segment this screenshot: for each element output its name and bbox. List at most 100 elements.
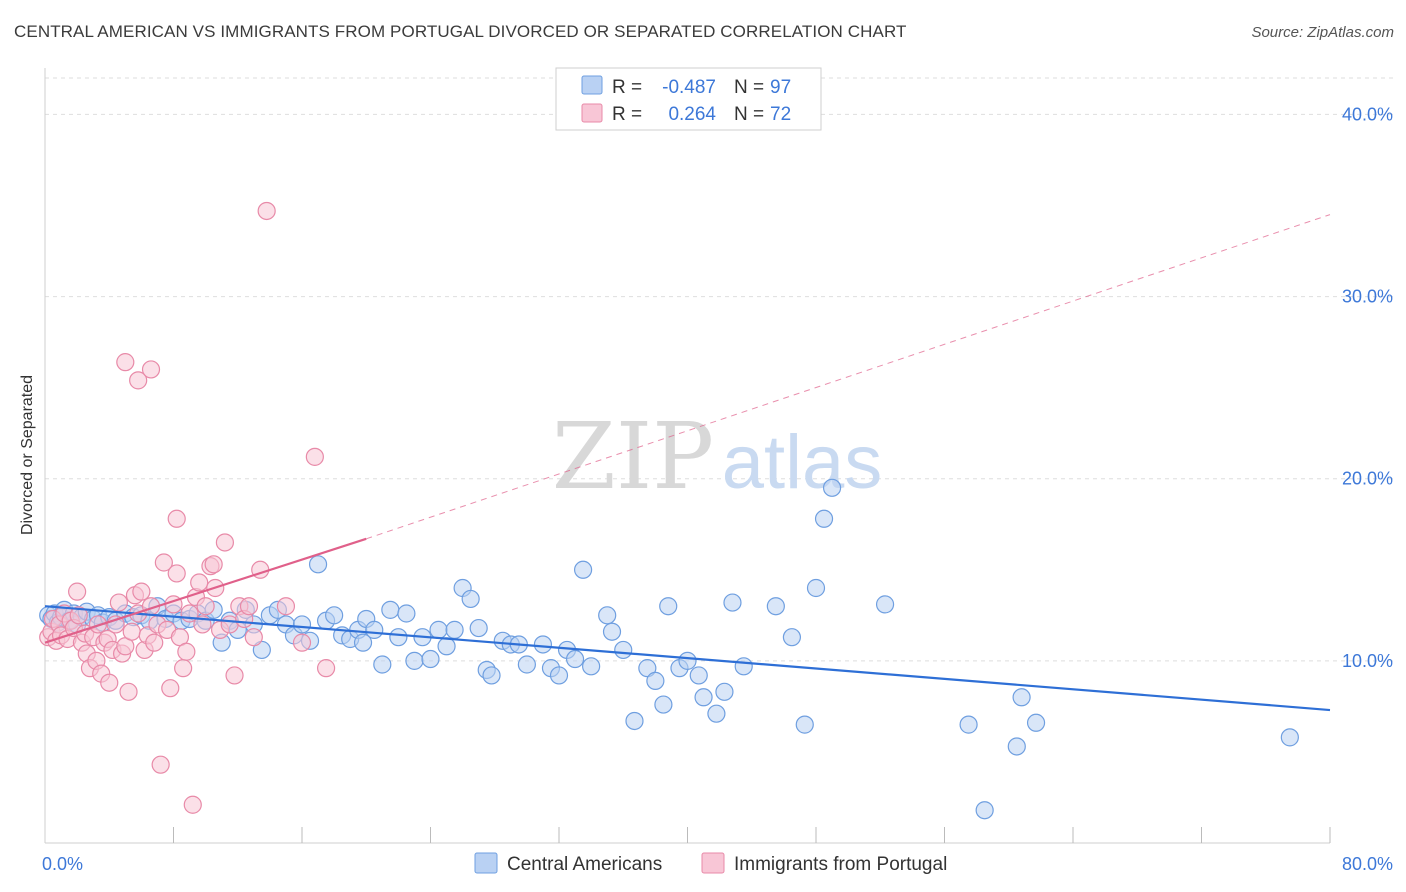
series-legend-label-portugal: Immigrants from Portugal [734,854,947,875]
point-central-americans [405,651,424,670]
point-portugal [119,682,138,701]
stats-r-value-blue: -0.487 [662,77,716,98]
point-central-americans [959,715,978,734]
point-portugal [196,597,215,616]
point-central-americans [602,622,622,641]
point-portugal [177,642,196,661]
watermark-atlas: atlas [722,420,883,505]
point-central-americans [734,657,753,676]
point-portugal [183,795,202,814]
point-portugal [204,555,223,574]
y-tick-label: 10.0% [1342,651,1393,671]
point-portugal [244,628,263,647]
point-portugal [122,622,141,641]
point-portugal [292,633,312,652]
stats-r-label-pink: R = [612,104,642,125]
point-central-americans [766,597,785,616]
series-legend: Central Americans Immigrants from Portug… [474,852,947,875]
point-central-americans [429,620,448,639]
point-central-americans [678,651,697,670]
point-central-americans [469,618,488,638]
point-portugal [69,606,88,625]
x-tick-label-max: 80.0% [1342,854,1393,874]
point-central-americans [325,606,344,625]
point-central-americans [1012,688,1031,707]
point-portugal [116,353,135,372]
point-portugal [316,659,336,678]
legend-swatch-pink [581,103,603,123]
y-tick-label: 20.0% [1342,469,1393,489]
point-central-americans [875,595,895,614]
point-central-americans [381,600,400,619]
point-central-americans [723,593,742,612]
point-portugal [109,593,128,612]
point-central-americans [573,560,593,579]
point-central-americans [707,704,726,723]
trend-lines [44,214,1331,712]
point-portugal [154,553,173,572]
series-legend-label-central-americans: Central Americans [507,854,662,875]
point-portugal [100,673,119,692]
point-central-americans [659,597,678,616]
point-central-americans [549,666,569,685]
stats-n-label-pink: N = [734,104,764,125]
grid-lines [45,77,1395,662]
series-legend-swatch-central-americans [474,852,498,874]
point-central-americans [582,657,601,676]
watermark-zip: ZIP [552,403,714,510]
point-portugal [225,666,244,685]
y-tick-label: 30.0% [1342,287,1393,307]
point-portugal [239,597,259,616]
point-portugal [190,573,209,592]
point-central-americans [625,711,644,731]
tick-labels: 10.0% 20.0% 30.0% 40.0% 0.0% 80.0% [42,104,1393,874]
point-portugal [129,371,148,390]
y-tick-label: 40.0% [1342,104,1393,124]
stats-legend: R = -0.487 N = 97 R = 0.264 N = 72 [555,67,822,131]
point-central-americans [614,640,633,660]
point-central-americans [308,555,328,574]
point-central-americans [389,628,408,647]
stats-n-label-blue: N = [734,77,764,98]
point-central-americans [814,509,834,528]
series-legend-swatch-portugal [701,852,725,874]
point-portugal [167,509,186,528]
point-central-americans [646,671,665,690]
stats-n-value-blue: 97 [770,77,791,98]
point-central-americans [482,666,501,685]
trend-line-portugal [44,537,367,644]
point-portugal [305,447,324,466]
point-central-americans [715,682,734,701]
point-central-americans [565,649,585,669]
point-central-americans [689,666,708,685]
point-central-americans [421,649,440,669]
source-credit: Source: ZipAtlas.com [1251,24,1394,41]
point-portugal [174,659,193,678]
point-portugal [151,755,170,774]
trend-line-central-americans [44,605,1331,712]
legend-swatch-blue [581,75,603,95]
stats-n-value-pink: 72 [770,104,791,125]
point-portugal [68,582,87,601]
point-central-americans [1007,737,1026,756]
point-portugal [167,564,186,583]
point-central-americans [822,478,842,497]
point-central-americans [517,655,536,674]
point-central-americans [365,620,384,639]
point-central-americans [806,578,826,598]
point-central-americans [292,615,312,634]
point-portugal [132,582,151,601]
point-central-americans [795,715,814,734]
point-central-americans [397,604,416,623]
point-central-americans [598,606,617,625]
chart-title: CENTRAL AMERICAN VS IMMIGRANTS FROM PORT… [14,22,907,41]
point-central-americans [445,620,464,639]
point-portugal [141,360,161,379]
point-central-americans [461,589,480,609]
point-central-americans [975,801,994,820]
point-central-americans [1026,713,1046,732]
point-central-americans [533,635,553,654]
point-portugal [145,633,164,652]
point-central-americans [353,633,373,652]
point-central-americans [437,637,456,656]
